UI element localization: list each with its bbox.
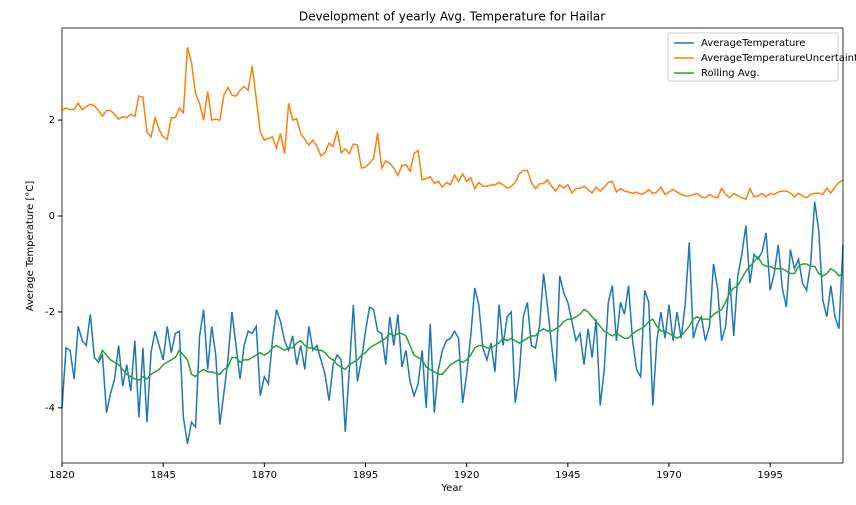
y-tick-label: 0 [49, 211, 55, 222]
plot-frame [61, 27, 844, 464]
legend-label: AverageTemperature [701, 38, 805, 49]
x-axis-label: Year [440, 483, 463, 494]
y-axis-label: Average Temperature [°C] [25, 181, 36, 312]
legend-box [667, 32, 839, 82]
series-line [61, 201, 844, 444]
y-tick-label: -2 [45, 307, 55, 318]
chart-title: Development of yearly Avg. Temperature f… [299, 10, 605, 24]
x-tick-label: 1895 [353, 470, 378, 481]
x-tick-label: 1870 [252, 470, 277, 481]
series-line [61, 46, 844, 201]
x-tick-label: 1995 [757, 470, 782, 481]
legend-label: AverageTemperatureUncertainty [701, 53, 856, 64]
x-tick-label: 1970 [656, 470, 681, 481]
x-tick-label: 1820 [49, 470, 74, 481]
y-tick-label: 2 [49, 115, 55, 126]
series-line [97, 255, 844, 381]
x-tick-label: 1845 [150, 470, 175, 481]
y-tick-label: -4 [45, 403, 55, 414]
x-tick-label: 1945 [555, 470, 580, 481]
legend-label: Rolling Avg. [701, 68, 760, 79]
x-tick-label: 1920 [454, 470, 479, 481]
